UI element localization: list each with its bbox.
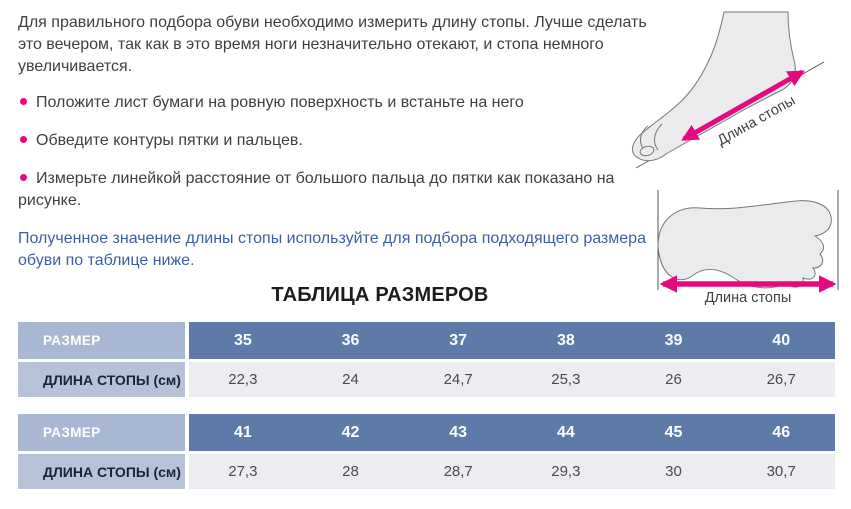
length-value-cell: 28: [342, 463, 359, 480]
bullet-dot-icon: [20, 136, 27, 144]
length-value-cell: 30,7: [766, 463, 796, 480]
size-value-cell: 42: [341, 423, 360, 441]
length-row: ДЛИНА СТОПЫ (см) 22,3 24 24,7 25,3 26 26…: [18, 362, 835, 397]
length-value-cells: 22,3 24 24,7 25,3 26 26,7: [189, 362, 835, 397]
length-value-cell: 25,3: [551, 371, 581, 388]
length-value-cell: 30: [665, 463, 682, 480]
size-header-cells: 35 36 37 38 39 40: [189, 322, 835, 359]
length-value-cell: 26: [665, 371, 682, 388]
instruction-bullet-1: Положите лист бумаги на ровную поверхнос…: [18, 92, 670, 114]
foot-length-caption: Длина стопы: [705, 290, 792, 306]
size-value-cell: 36: [341, 331, 360, 349]
length-label-cell: ДЛИНА СТОПЫ (см): [18, 362, 185, 397]
size-table-35-40: РАЗМЕР 35 36 37 38 39 40 ДЛИНА СТОПЫ (см…: [18, 322, 835, 397]
instruction-bullet-2: Обведите контуры пятки и пальцев.: [18, 130, 670, 152]
size-label-cell: РАЗМЕР: [18, 322, 185, 359]
size-header-cells: 41 42 43 44 45 46: [189, 414, 835, 451]
length-label-cell: ДЛИНА СТОПЫ (см): [18, 454, 185, 489]
size-header-row: РАЗМЕР 35 36 37 38 39 40: [18, 322, 835, 359]
size-value-cell: 44: [556, 423, 575, 441]
footprint-outline: [657, 200, 832, 289]
length-value-cell: 26,7: [766, 371, 796, 388]
instructions-block: Для правильного подбора обуви необходимо…: [18, 0, 670, 272]
intro-paragraph: Для правильного подбора обуви необходимо…: [18, 14, 647, 75]
size-value-cell: 41: [233, 423, 252, 441]
instruction-bullet-1-text: Положите лист бумаги на ровную поверхнос…: [36, 94, 524, 111]
side-foot-illustration: Длина стопы: [631, 11, 825, 169]
length-value-cell: 28,7: [443, 463, 473, 480]
size-header-row: РАЗМЕР 41 42 43 44 45 46: [18, 414, 835, 451]
length-value-cell: 24,7: [443, 371, 473, 388]
foot-outline: [631, 11, 796, 162]
bullet-dot-icon: [20, 174, 27, 182]
size-value-cell: 35: [233, 331, 252, 349]
bullet-dot-icon: [20, 98, 27, 106]
length-row: ДЛИНА СТОПЫ (см) 27,3 28 28,7 29,3 30 30…: [18, 454, 835, 489]
size-label-cell: РАЗМЕР: [18, 414, 185, 451]
instruction-bullet-3: Измерьте линейкой расстояние от большого…: [18, 168, 670, 212]
size-value-cell: 39: [664, 331, 683, 349]
size-value-cell: 38: [556, 331, 575, 349]
size-value-cell: 37: [449, 331, 468, 349]
measure-arrow: [681, 69, 805, 142]
footprint-illustration: Длина стопы: [657, 190, 839, 306]
toe-crease: [654, 123, 663, 151]
size-table-title: ТАБЛИЦА РАЗМЕРОВ: [271, 284, 489, 306]
length-value-cells: 27,3 28 28,7 29,3 30 30,7: [189, 454, 835, 489]
size-value-cell: 40: [772, 331, 791, 349]
size-table-41-46: РАЗМЕР 41 42 43 44 45 46 ДЛИНА СТОПЫ (см…: [18, 414, 835, 489]
length-value-cell: 24: [342, 371, 359, 388]
instruction-bullet-3-text: Измерьте линейкой расстояние от большого…: [18, 170, 615, 209]
length-value-cell: 29,3: [551, 463, 581, 480]
note-paragraph: Полученное значение длины стопы использу…: [18, 230, 646, 269]
length-value-cell: 27,3: [228, 463, 258, 480]
size-value-cell: 43: [449, 423, 468, 441]
length-value-cell: 22,3: [228, 371, 258, 388]
size-value-cell: 45: [664, 423, 683, 441]
toenail: [639, 145, 655, 157]
instruction-bullet-2-text: Обведите контуры пятки и пальцев.: [36, 132, 303, 149]
size-value-cell: 46: [772, 423, 791, 441]
size-tables: РАЗМЕР 35 36 37 38 39 40 ДЛИНА СТОПЫ (см…: [18, 322, 835, 506]
